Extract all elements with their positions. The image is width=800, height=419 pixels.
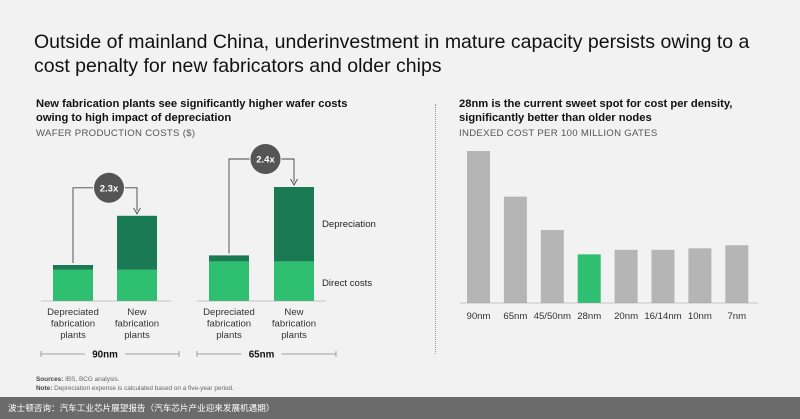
bar-category-label: fabrication	[272, 319, 316, 330]
bar-direct-costs	[209, 261, 249, 301]
bar-depreciation	[274, 187, 314, 262]
right-chart-subtitle: INDEXED COST PER 100 MILLION GATES	[459, 128, 658, 139]
x-tick-label: 7nm	[727, 311, 746, 322]
multiplier-label: 2.4x	[256, 155, 275, 166]
bar-direct-costs	[117, 269, 157, 301]
sources-label: Sources:	[36, 376, 64, 383]
wafer-cost-chart: DepreciatedfabricationplantsNewfabricati…	[40, 144, 376, 361]
bar-category-label: plants	[281, 330, 307, 341]
footer-notes: Sources: IBS, BCG analysis. Note: Deprec…	[36, 376, 234, 393]
legend-direct-costs: Direct costs	[322, 278, 372, 289]
multiplier-connector	[228, 158, 250, 254]
legend-depreciation: Depreciation	[322, 219, 376, 230]
group-label: 65nm	[249, 350, 275, 361]
bar-category-label: Depreciated	[47, 307, 99, 318]
page-title: Outside of mainland China, underinvestme…	[34, 31, 750, 77]
bar-category-label: New	[127, 307, 146, 318]
multiplier-bubble	[94, 172, 124, 203]
bar-16-14nm	[651, 249, 675, 303]
bar-10nm	[688, 248, 712, 303]
x-tick-label: 28nm	[577, 311, 601, 322]
x-tick-label: 45/50nm	[534, 311, 571, 322]
multiplier-label: 2.3x	[100, 183, 119, 194]
arrow-head-icon	[133, 207, 141, 215]
x-tick-label: 20nm	[614, 311, 638, 322]
bar-28nm	[577, 254, 601, 303]
gate-cost-chart: 90nm 65nm 45/50nm 28nm 20nm 16/14nm 10nm 7nm	[460, 151, 758, 322]
bar-depreciation	[209, 255, 249, 262]
left-chart-title: New fabrication plants see significantly…	[36, 98, 348, 124]
bar-category-label: plants	[216, 330, 242, 341]
bar-category-label: New	[284, 307, 303, 318]
bar-7nm	[725, 245, 749, 303]
bar-depreciation	[117, 215, 157, 270]
panel-divider	[435, 104, 436, 354]
bar-category-label: fabrication	[51, 319, 95, 330]
group-label: 90nm	[92, 350, 118, 361]
bar-category-label: Depreciated	[203, 307, 255, 318]
bar-category-label: plants	[124, 330, 150, 341]
bar-direct-costs	[53, 269, 93, 301]
note-text: Depreciation expense is calculated based…	[54, 384, 234, 392]
bar-category-label: fabrication	[207, 319, 251, 330]
bar-65nm	[503, 196, 527, 303]
x-tick-label: 10nm	[688, 311, 712, 322]
bar-category-label: plants	[60, 330, 86, 341]
left-chart-subtitle: WAFER PRODUCTION COSTS ($)	[36, 128, 196, 139]
x-tick-label: 90nm	[467, 311, 491, 322]
bar-45-50nm	[540, 230, 564, 303]
x-tick-label: 16/14nm	[644, 311, 681, 322]
sources-text: IBS, BCG analysis.	[65, 376, 120, 383]
watermark-text: 波士顿咨询：汽车工业芯片展望报告（汽车芯片产业迎来发展机遇期）	[8, 403, 275, 413]
watermark-bar: 波士顿咨询：汽车工业芯片展望报告（汽车芯片产业迎来发展机遇期）	[0, 397, 800, 419]
right-chart-title: 28nm is the current sweet spot for cost …	[459, 98, 733, 124]
multiplier-connector	[72, 187, 93, 263]
arrow-head-icon	[290, 178, 298, 186]
multiplier-connector	[281, 158, 295, 182]
multiplier-connector	[125, 187, 138, 211]
multiplier-bubble	[250, 144, 281, 174]
bar-depreciation	[53, 265, 93, 270]
bar-category-label: fabrication	[115, 319, 159, 330]
bar-direct-costs	[274, 261, 314, 301]
x-tick-label: 65nm	[503, 311, 527, 322]
bar-90nm	[467, 151, 490, 303]
note-label: Note:	[36, 384, 53, 392]
bar-20nm	[614, 249, 638, 303]
